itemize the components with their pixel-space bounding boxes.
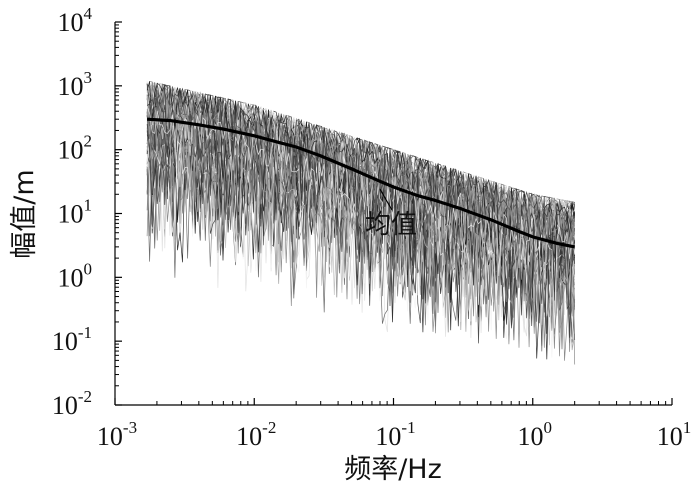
y-tick-label: 100: [58, 259, 93, 292]
x-tick-label: 10-3: [97, 418, 137, 451]
y-tick-label: 103: [58, 68, 93, 101]
y-tick-label: 101: [58, 196, 93, 229]
x-tick-label: 10-1: [375, 418, 415, 451]
y-tick-label: 102: [58, 132, 93, 165]
sample-spectrum-line: [146, 83, 576, 301]
sample-spectrum-line: [146, 97, 576, 311]
y-ticks: 10-2 10-1 100 101 102 103 104: [52, 4, 122, 420]
sample-spectrum-line: [146, 101, 576, 305]
y-tick-label: 10-1: [52, 323, 92, 356]
y-tick-label: 10-2: [52, 387, 92, 420]
sample-spectrum-line: [146, 140, 576, 346]
mean-annotation: 均值: [365, 210, 417, 240]
x-tick-label: 10-2: [236, 418, 276, 451]
x-tick-label: 100: [518, 418, 553, 451]
sample-spectrum-line: [146, 105, 576, 329]
y-tick-label: 104: [58, 4, 93, 37]
x-axis-title: 频率/Hz: [344, 454, 442, 485]
sample-spectrum-line: [146, 82, 576, 294]
x-ticks: 10-3 10-2 10-1 100 101: [97, 398, 691, 451]
mean-spectrum: [147, 117, 576, 249]
x-tick-label: 101: [657, 418, 692, 451]
y-axis-title: 幅值/m: [9, 169, 40, 258]
sample-spectra: [146, 80, 576, 365]
annotation-leader: [379, 188, 393, 211]
mean-spectrum-line: [147, 117, 576, 249]
sample-spectrum-line: [146, 82, 576, 286]
